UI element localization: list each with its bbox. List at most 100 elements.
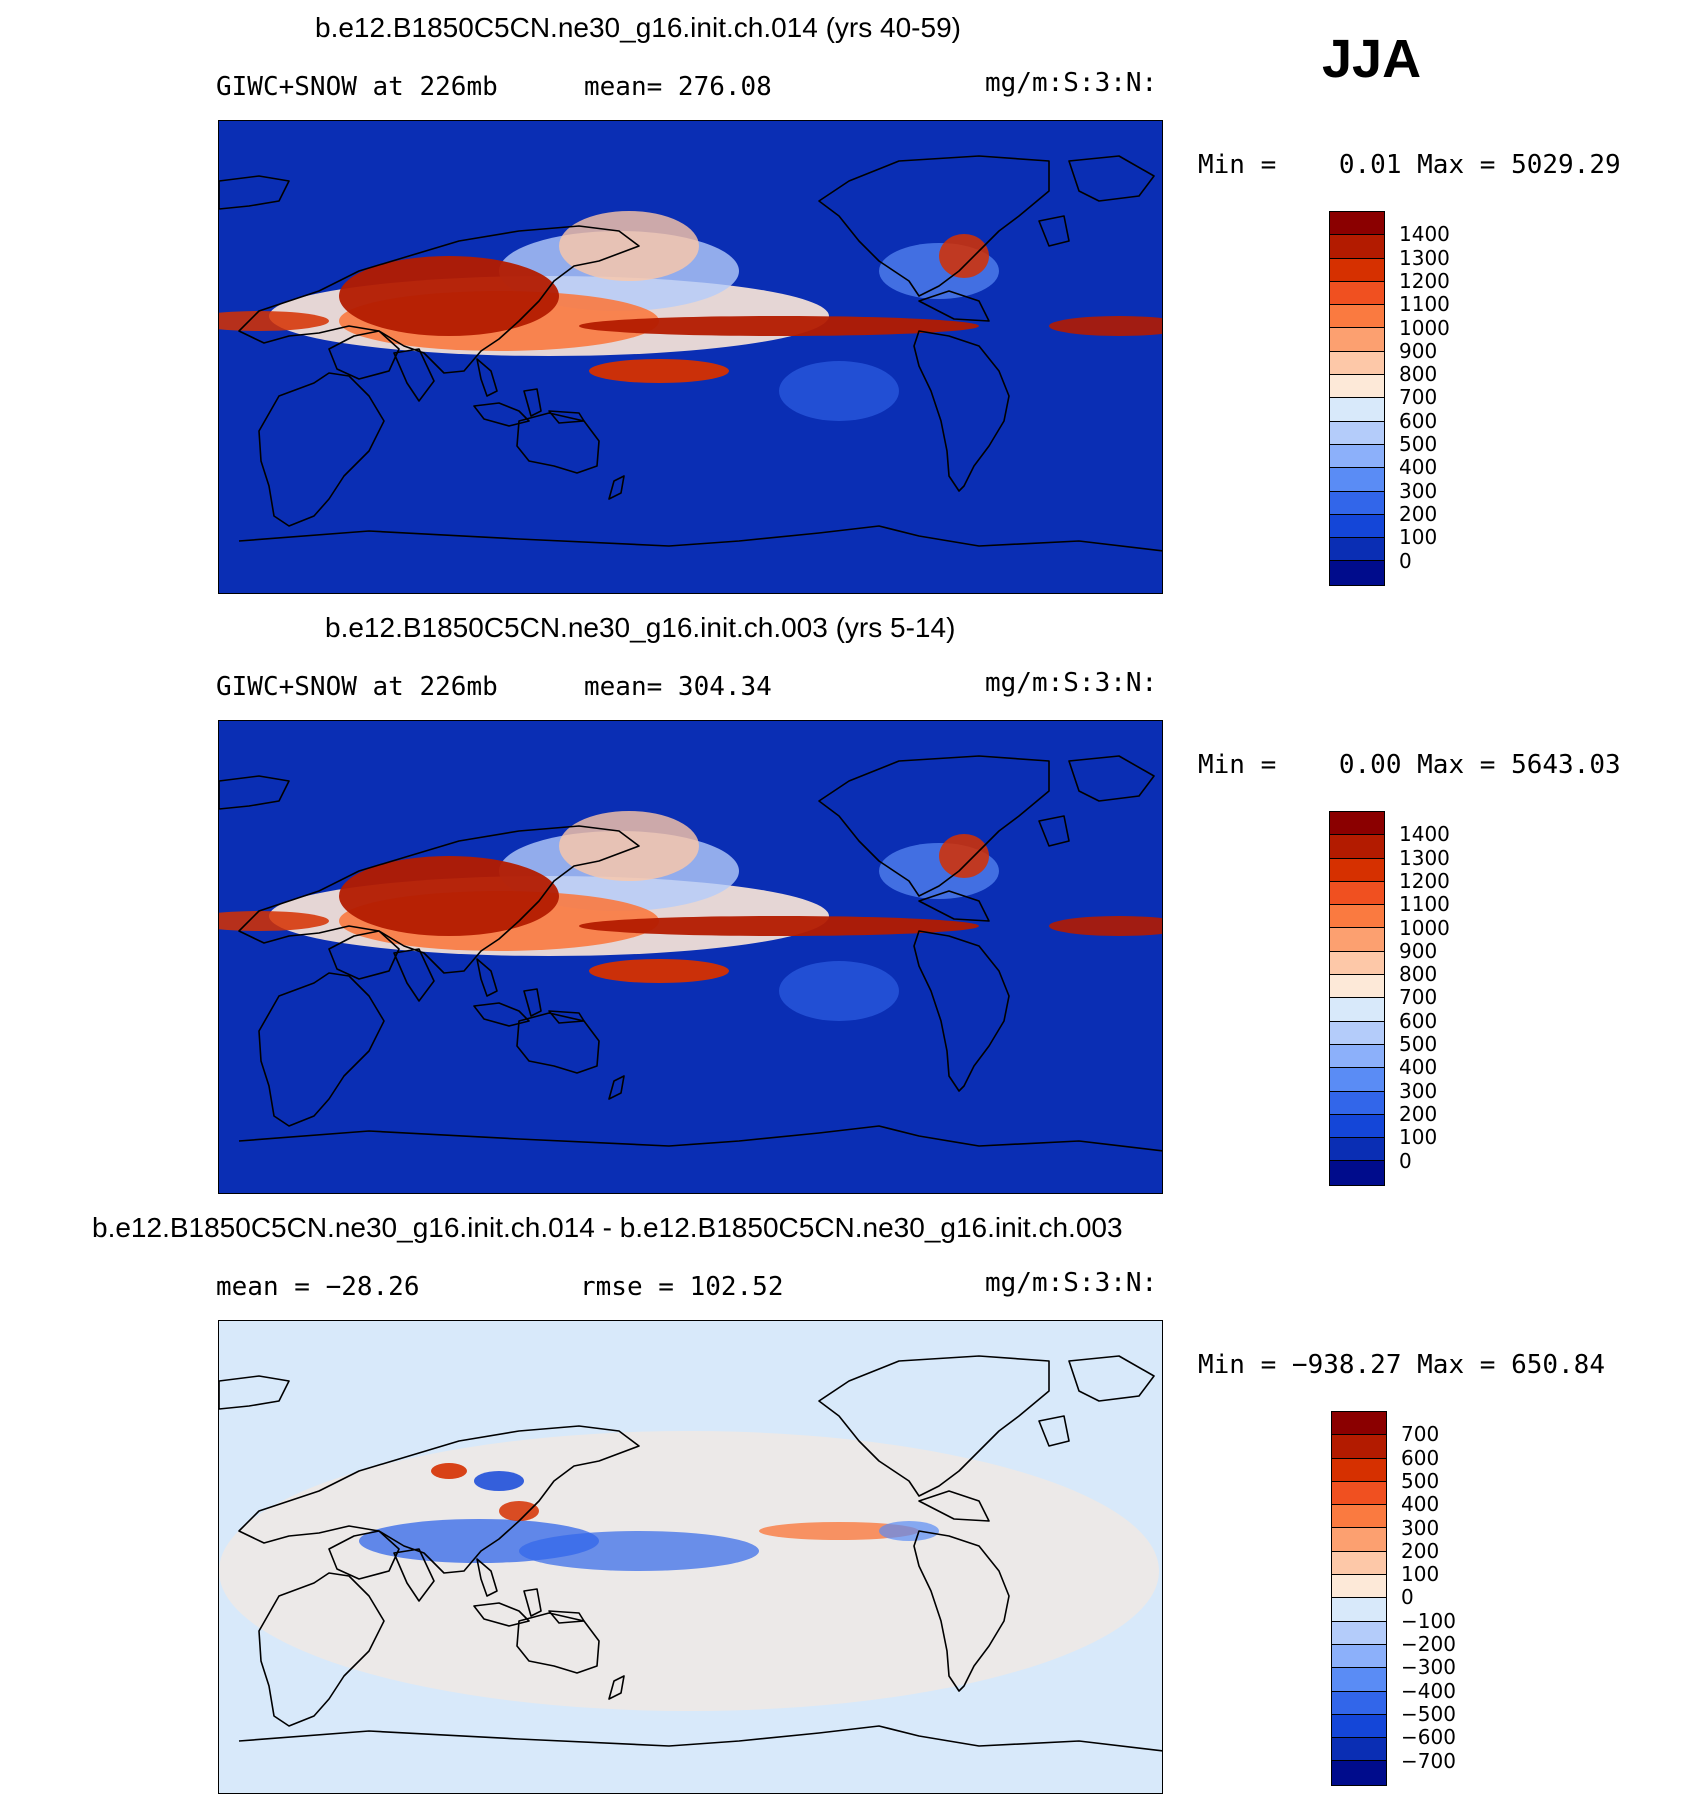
coastline: [1068, 755, 1155, 802]
colorbar-tick-label: 900: [1399, 938, 1438, 963]
colorbar-tick-label: 100: [1401, 1562, 1440, 1587]
colorbar-segment: [1330, 905, 1384, 929]
coastline: [818, 155, 1050, 297]
colorbar-tick-label: 0: [1399, 548, 1412, 573]
field-contour: [579, 916, 979, 936]
field-contour: [339, 256, 559, 336]
coastline: [516, 1612, 600, 1674]
colorbar-segment: [1330, 375, 1384, 399]
coastline: [238, 1725, 1162, 1752]
field-contour: [499, 1501, 539, 1521]
colorbar-segment: [1330, 468, 1384, 492]
coastline: [238, 825, 640, 974]
colorbar-tick-label: 400: [1399, 1055, 1438, 1080]
colorbar-segment: [1330, 281, 1384, 306]
colorbar-tick-label: 700: [1399, 385, 1438, 410]
colorbar-segment: [1332, 1458, 1386, 1482]
map-svg: [219, 721, 1162, 1193]
colorbar-segment: [1332, 1644, 1386, 1669]
field-contour: [939, 234, 989, 278]
colorbar-segment: [1330, 1044, 1384, 1069]
colorbar-tick-label: 500: [1399, 1032, 1438, 1056]
field-contour: [474, 1471, 524, 1491]
colorbar-segment: [1330, 305, 1384, 329]
colorbar-tick-label: 400: [1401, 1492, 1440, 1517]
coastline: [328, 1530, 400, 1580]
colorbar-segment: [1332, 1528, 1386, 1552]
panel-2-colorbar: [1329, 811, 1385, 1186]
colorbar-segment: [1330, 235, 1384, 259]
colorbar-segment: [1332, 1761, 1386, 1785]
field-contour: [1049, 916, 1162, 936]
field-contour: [219, 1431, 1159, 1711]
coastline: [219, 175, 290, 210]
colorbar-segment: [1332, 1551, 1386, 1576]
coastline: [258, 1572, 385, 1727]
coastline: [913, 930, 1010, 1092]
coastline: [1038, 815, 1070, 847]
colorbar-tick-label: 1100: [1399, 892, 1450, 917]
panel-1-variable-label: GIWC+SNOW at 226mb: [216, 72, 498, 102]
coastline: [818, 1355, 1050, 1497]
colorbar-tick-label: 900: [1399, 338, 1438, 363]
field-contour: [759, 1522, 919, 1540]
coastline: [328, 930, 400, 980]
colorbar-tick-label: 500: [1399, 432, 1438, 456]
colorbar-tick-label: 600: [1399, 1008, 1438, 1033]
panel-2-variable-label: GIWC+SNOW at 226mb: [216, 672, 498, 702]
panel-2-title: b.e12.B1850C5CN.ne30_g16.init.ch.003 (yr…: [325, 612, 956, 643]
colorbar-tick-label: 700: [1399, 985, 1438, 1010]
coastline: [523, 988, 542, 1017]
colorbar-segment: [1332, 1575, 1386, 1599]
colorbar-segment: [1332, 1481, 1386, 1506]
coastline: [238, 525, 1162, 552]
panel-1-minmax-label: Min = 0.01 Max = 5029.29: [1198, 150, 1621, 180]
colorbar-tick-label: 200: [1401, 1538, 1440, 1563]
coastline: [328, 330, 400, 380]
colorbar-tick-label: −500: [1401, 1701, 1456, 1726]
colorbar-tick-label: 400: [1399, 455, 1438, 480]
colorbar-segment: [1330, 1068, 1384, 1092]
colorbar-tick-label: 300: [1401, 1515, 1440, 1540]
colorbar-tick-label: 1000: [1399, 315, 1450, 340]
colorbar-segment: [1330, 1138, 1384, 1162]
coastline: [238, 1425, 640, 1574]
coastline: [238, 225, 640, 374]
colorbar-segment: [1330, 398, 1384, 422]
colorbar-tick-label: 200: [1399, 1101, 1438, 1126]
colorbar-tick-label: 500: [1401, 1468, 1440, 1493]
colorbar-tick-label: 1300: [1399, 245, 1450, 270]
colorbar-segment: [1332, 1598, 1386, 1622]
colorbar-segment: [1332, 1435, 1386, 1459]
coastline: [918, 290, 990, 322]
field-contour: [519, 1531, 759, 1571]
panel-3-colorbar: [1331, 1411, 1387, 1786]
panel-1-units-label: mg/m:S:3:N:: [985, 68, 1158, 98]
colorbar-segment: [1330, 951, 1384, 976]
colorbar-segment: [1330, 975, 1384, 999]
coastline: [476, 358, 498, 397]
season-label: JJA: [1322, 29, 1422, 89]
colorbar-tick-label: 1100: [1399, 292, 1450, 317]
colorbar-tick-label: −700: [1401, 1748, 1456, 1773]
coastline: [476, 958, 498, 997]
colorbar-tick-label: 800: [1399, 962, 1438, 987]
colorbar-tick-label: 300: [1399, 1078, 1438, 1103]
coastline: [1038, 215, 1070, 247]
coastline: [523, 1588, 542, 1617]
field-contour: [559, 811, 699, 881]
colorbar-tick-label: 600: [1401, 1445, 1440, 1470]
coastline: [393, 948, 435, 1002]
colorbar-tick-label: 600: [1399, 408, 1438, 433]
colorbar-segment: [1332, 1691, 1386, 1715]
colorbar-segment: [1330, 998, 1384, 1022]
colorbar-segment: [1330, 491, 1384, 515]
colorbar-segment: [1332, 1714, 1386, 1739]
coastline: [913, 1530, 1010, 1692]
field-contour: [339, 856, 559, 936]
panel-1-colorbar: [1329, 211, 1385, 586]
coastline: [476, 1558, 498, 1597]
colorbar-tick-label: 1200: [1399, 868, 1450, 893]
colorbar-segment: [1330, 1114, 1384, 1139]
colorbar-tick-label: 700: [1401, 1422, 1440, 1447]
